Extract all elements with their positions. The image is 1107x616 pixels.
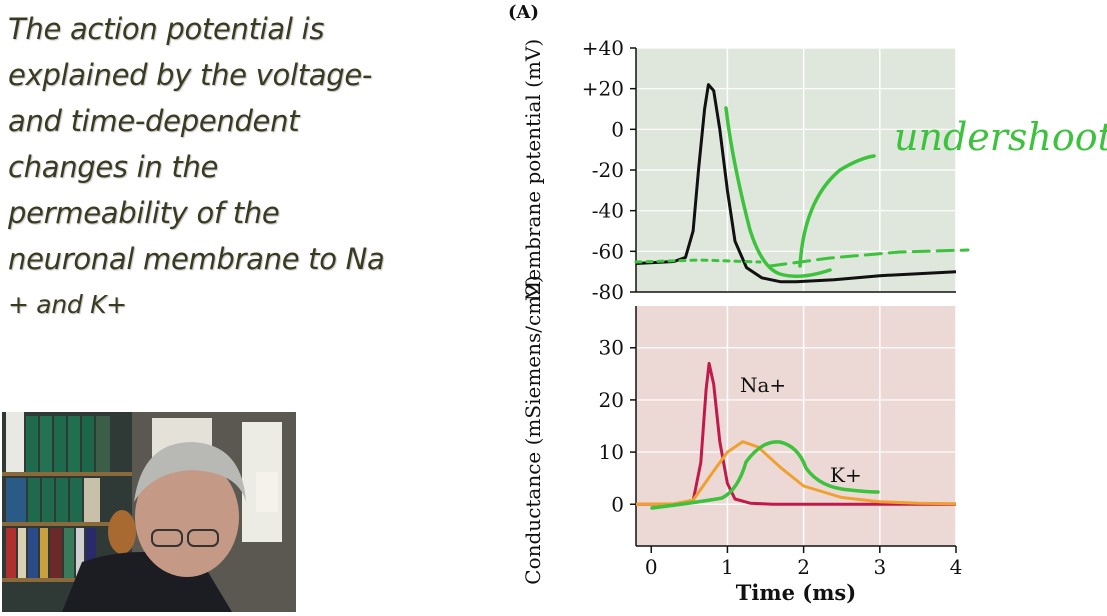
ink-undershoot-arrow — [798, 154, 876, 268]
bottom-series-line — [635, 440, 957, 506]
top-y-tick-label: -80 — [592, 280, 624, 304]
slide-text-line: permeability of the — [8, 196, 280, 230]
top-y-tick-label: -20 — [592, 158, 624, 182]
ink-resting-line — [634, 258, 762, 264]
bottom-y-tick-label: 0 — [611, 492, 624, 516]
slide-text: The action potential is explained by the… — [8, 6, 458, 328]
action-potential-figure: (A) +40 +20 0 -20 -40 -60 -80 Membrane potenti… — [500, 0, 1107, 612]
bottom-plot-y-ticks: 30 20 10 0 — [599, 336, 636, 516]
bottom-plot-background — [636, 306, 956, 546]
x-tick-label: 4 — [950, 555, 963, 579]
top-y-tick-label: +40 — [582, 36, 624, 60]
top-y-tick-label: +20 — [582, 77, 624, 101]
top-y-tick-label: 0 — [611, 117, 624, 141]
slide-text-line: changes in the — [8, 150, 219, 184]
x-tick-label: 1 — [721, 555, 734, 579]
slide-text-line: neuronal membrane to Na — [8, 242, 385, 276]
undershoot-text: undershoot — [894, 115, 1107, 159]
ink-repolarization-trace — [724, 106, 832, 278]
x-axis-ticks: 0 1 2 3 4 — [645, 546, 962, 579]
top-plot-y-label: Membrane potential (mV) — [521, 39, 545, 301]
x-tick-label: 0 — [645, 555, 658, 579]
top-series-line — [635, 83, 957, 284]
top-plot-series — [635, 83, 957, 284]
bottom-plot-y-label: Conductance (mSiemens/cm2) — [521, 275, 545, 584]
top-plot-y-ticks: +40 +20 0 -20 -40 -60 -80 — [582, 36, 636, 304]
ink-dashed-line — [768, 248, 970, 268]
top-y-tick-label: -60 — [592, 239, 624, 263]
na-series-label: Na+ — [740, 373, 786, 397]
slide-text-line: The action potential is — [8, 12, 325, 46]
figure-canvas: (A) +40 +20 0 -20 -40 -60 -80 Membrane potenti… — [508, 2, 1107, 605]
bottom-y-tick-label: 20 — [599, 388, 624, 412]
bottom-y-tick-label: 30 — [599, 336, 624, 360]
ink-k-trace — [650, 440, 880, 510]
slide-text-line: and time-dependent — [8, 104, 300, 138]
panel-label: (A) — [508, 2, 539, 23]
x-tick-label: 2 — [797, 555, 810, 579]
presenter-webcam — [2, 412, 296, 612]
top-y-tick-label: -40 — [592, 199, 624, 223]
x-axis-label: Time (ms) — [736, 580, 856, 605]
x-tick-label: 3 — [873, 555, 886, 579]
handwritten-annotation: undershoot — [634, 106, 1107, 510]
k-series-label: K+ — [830, 463, 862, 487]
slide-text-line: + and K+ — [8, 290, 127, 319]
webcam-scene — [2, 412, 296, 612]
slide-text-line: explained by the voltage- — [8, 58, 373, 92]
bottom-y-tick-label: 10 — [599, 440, 624, 464]
